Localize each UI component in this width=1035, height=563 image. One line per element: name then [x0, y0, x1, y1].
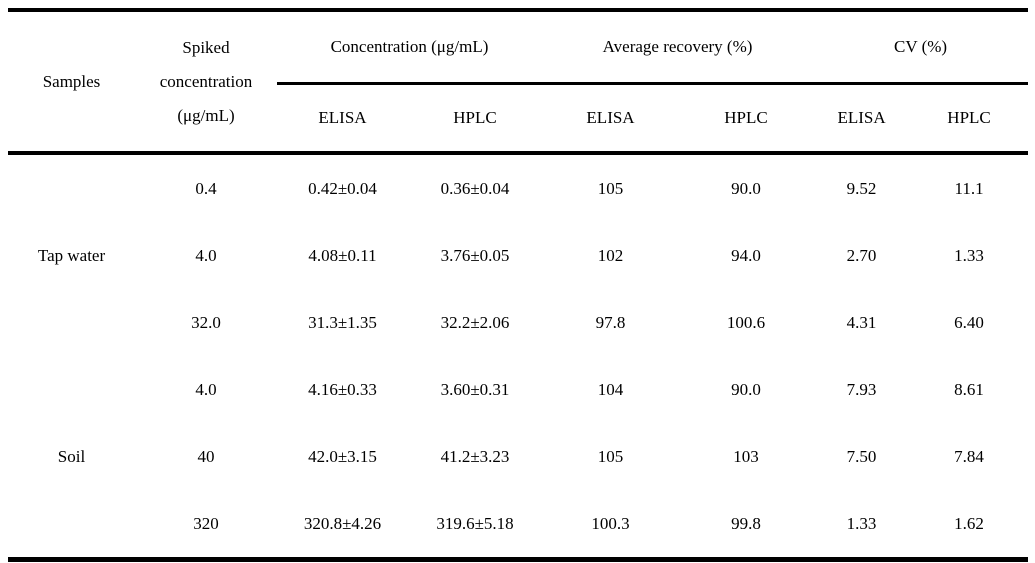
table-cell: 9.52 [846, 178, 877, 198]
table-cell: 90.0 [731, 379, 761, 399]
subheader-cv-hplc: HPLC [910, 83, 1029, 155]
table-cell: 105 [597, 178, 624, 198]
table-cell: 1.62 [954, 513, 984, 533]
header-spiked-line1: Spiked [182, 37, 230, 57]
subheader-concentration-hplc: HPLC [408, 83, 543, 155]
sample-label-cell [8, 289, 135, 356]
table-cell: 7.84 [954, 446, 984, 466]
subheader-concentration-elisa: ELISA [277, 83, 408, 155]
table-cell: 4.16±0.33 [308, 379, 377, 399]
table-cell: 3.76±0.05 [440, 245, 510, 265]
header-group-row: Samples Spiked concentration (μg/mL) Con… [8, 10, 1029, 155]
spiked-cell: 4.0 [195, 245, 217, 265]
table-cell: 7.93 [846, 379, 877, 399]
sample-label-cell: Tap water [37, 245, 106, 265]
spiked-cell: 40 [197, 446, 215, 466]
header-spiked-concentration: Spiked concentration (μg/mL) [135, 10, 277, 155]
sample-label-cell [8, 153, 135, 222]
subheader-recovery-elisa: ELISA [542, 83, 680, 155]
table-row: 320 320.8±4.26 319.6±5.18 100.3 99.8 1.3… [8, 490, 1028, 560]
table-cell: 42.0±3.15 [308, 446, 377, 466]
table-cell: 2.70 [846, 245, 877, 265]
spiked-cell: 0.4 [195, 178, 217, 198]
table-cell: 8.61 [954, 379, 984, 399]
table-cell: 1.33 [954, 245, 984, 265]
table-row: 4.0 4.16±0.33 3.60±0.31 104 90.0 7.93 8.… [8, 356, 1028, 423]
table-cell: 100.3 [591, 513, 630, 533]
table-row: 0.4 0.42±0.04 0.36±0.04 105 90.0 9.52 11… [8, 153, 1028, 222]
table-cell: 320.8±4.26 [303, 513, 382, 533]
header-group-cv: CV (%) [813, 10, 1029, 85]
table-cell: 105 [597, 446, 624, 466]
table-cell: 104 [597, 379, 624, 399]
recovery-comparison-table: Samples Spiked concentration (μg/mL) Con… [8, 8, 1029, 562]
spiked-cell: 32.0 [191, 312, 221, 332]
sample-label-cell: Soil [57, 446, 86, 466]
header-samples: Samples [8, 10, 135, 155]
table-cell: 97.8 [595, 312, 626, 332]
table-cell: 4.08±0.11 [308, 245, 377, 265]
table-cell: 7.50 [846, 446, 877, 466]
table-cell: 0.36±0.04 [440, 178, 510, 198]
table-cell: 31.3±1.35 [308, 312, 377, 332]
header-sub-row: ELISA HPLC ELISA HPLC ELISA HPLC [8, 83, 1029, 155]
sample-label-cell [8, 490, 135, 560]
table-row: 32.0 31.3±1.35 32.2±2.06 97.8 100.6 4.31… [8, 289, 1028, 356]
header-spiked-line3: (μg/mL) [177, 105, 235, 125]
table-cell: 103 [733, 446, 759, 466]
subheader-cv-elisa: ELISA [813, 83, 911, 155]
table-cell: 319.6±5.18 [436, 513, 514, 533]
header-group-average-recovery: Average recovery (%) [542, 10, 814, 85]
table-cell: 94.0 [731, 245, 761, 265]
table-row: Soil 40 42.0±3.15 41.2±3.23 105 103 7.50… [8, 423, 1028, 490]
table-header: Samples Spiked concentration (μg/mL) Con… [8, 10, 1029, 155]
table-row: Tap water 4.0 4.08±0.11 3.76±0.05 102 94… [8, 222, 1028, 289]
table-cell: 102 [597, 245, 624, 265]
header-group-concentration: Concentration (μg/mL) [277, 10, 543, 85]
table-cell: 41.2±3.23 [440, 446, 510, 466]
table-cell: 32.2±2.06 [440, 312, 510, 332]
table-cell: 99.8 [731, 513, 761, 533]
header-spiked-line2: concentration [159, 71, 253, 91]
table-body: 0.4 0.42±0.04 0.36±0.04 105 90.0 9.52 11… [8, 153, 1028, 560]
table-cell: 0.42±0.04 [308, 178, 377, 198]
table-cell: 11.1 [954, 178, 984, 198]
table-cell: 3.60±0.31 [440, 379, 510, 399]
table-cell: 100.6 [726, 312, 766, 332]
table-cell: 4.31 [846, 312, 877, 332]
spiked-cell: 4.0 [195, 379, 217, 399]
subheader-recovery-hplc: HPLC [679, 83, 814, 155]
sample-label-cell [8, 356, 135, 423]
table-cell: 1.33 [846, 513, 877, 533]
spiked-cell: 320 [193, 513, 219, 533]
table-cell: 90.0 [731, 178, 761, 198]
table-cell: 6.40 [954, 312, 984, 332]
